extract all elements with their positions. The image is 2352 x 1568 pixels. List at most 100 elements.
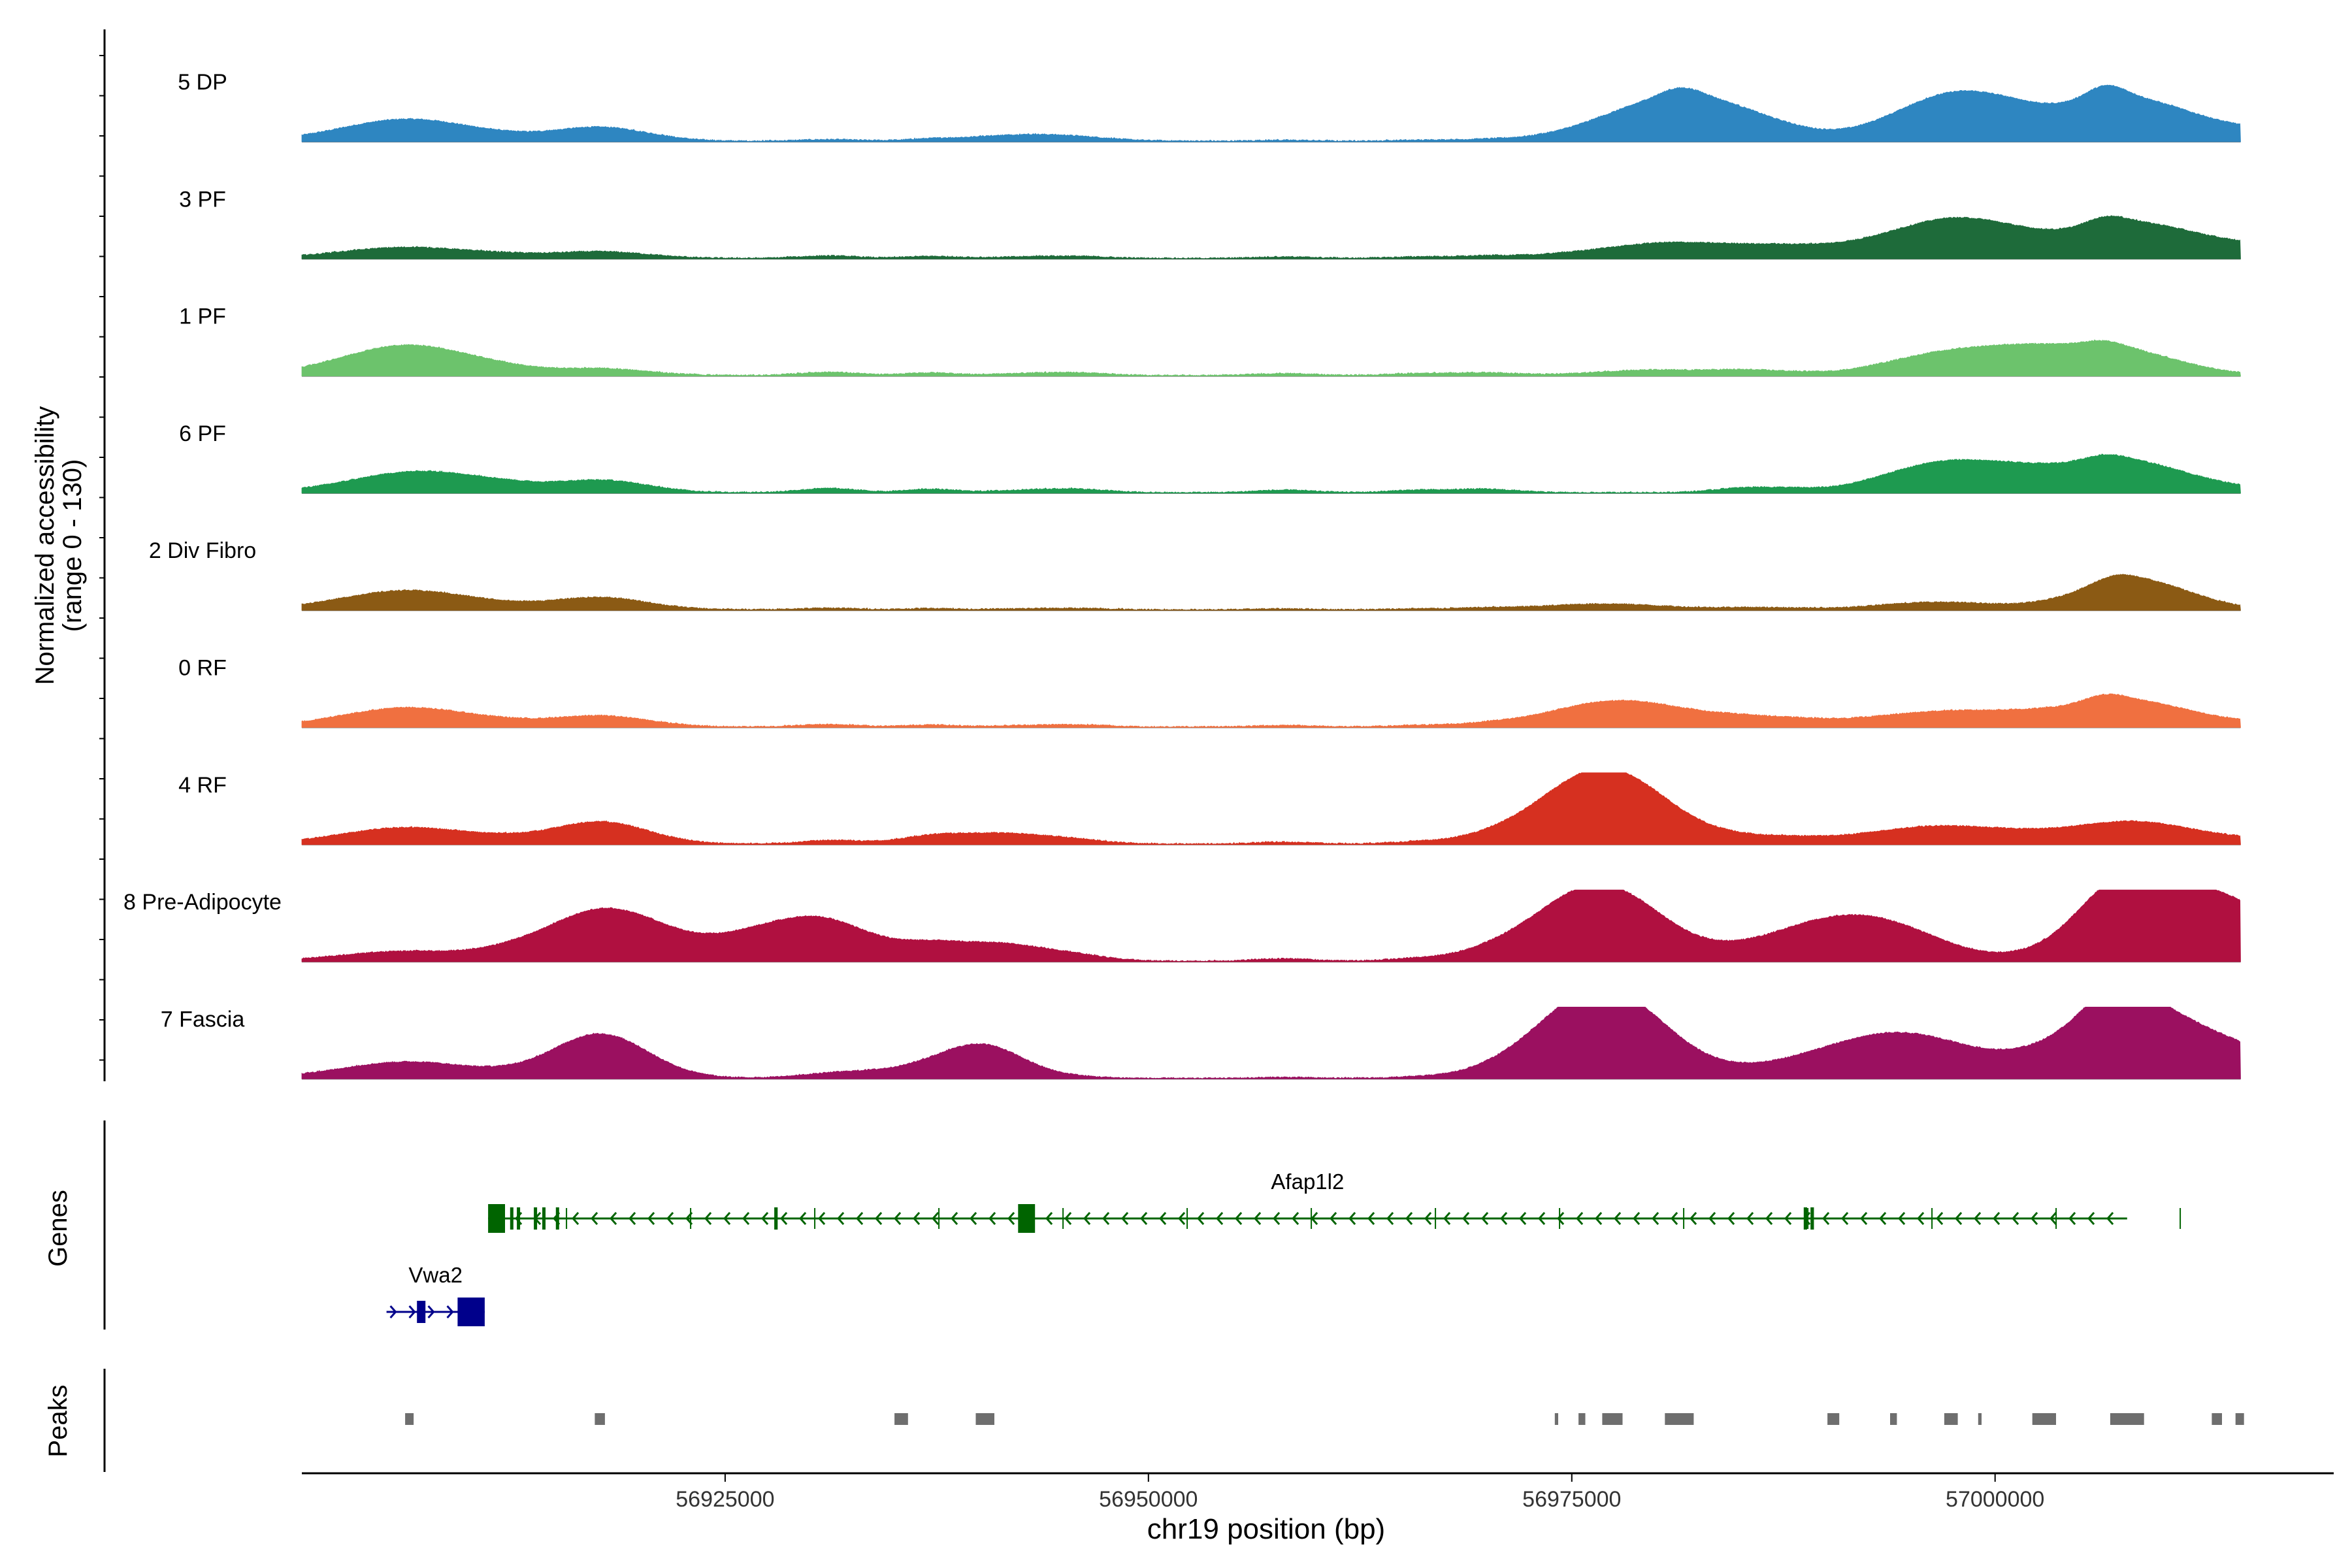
strand-arrow bbox=[1917, 1212, 1925, 1225]
strand-arrow bbox=[1671, 1212, 1678, 1225]
strand-arrow bbox=[2012, 1212, 2019, 1225]
x-axis-title: chr19 position (bp) bbox=[1147, 1513, 1385, 1545]
strand-arrow bbox=[1121, 1212, 1129, 1225]
strand-arrow bbox=[1860, 1212, 1868, 1225]
track-label: 1 PF bbox=[179, 304, 226, 329]
strand-arrow bbox=[1500, 1212, 1508, 1225]
strand-arrow bbox=[1292, 1212, 1299, 1225]
signal-area bbox=[301, 889, 2241, 962]
peak-region bbox=[1978, 1413, 1982, 1425]
strand-arrow bbox=[875, 1212, 883, 1225]
strand-arrow bbox=[1348, 1212, 1356, 1225]
signal-area bbox=[301, 574, 2241, 611]
strand-arrow bbox=[2106, 1212, 2114, 1225]
strand-arrow bbox=[1178, 1212, 1186, 1225]
strand-arrow bbox=[1652, 1212, 1659, 1225]
strand-arrow bbox=[1822, 1212, 1830, 1225]
strand-arrow bbox=[837, 1212, 845, 1225]
exon bbox=[488, 1204, 505, 1233]
strand-arrow bbox=[1614, 1212, 1622, 1225]
peak-region bbox=[975, 1413, 994, 1425]
strand-arrow bbox=[1519, 1212, 1527, 1225]
strand-arrow bbox=[1424, 1212, 1432, 1225]
strand-arrow bbox=[1367, 1212, 1375, 1225]
gene-afap1l2: Afap1l2 bbox=[488, 1169, 2181, 1233]
peak-region bbox=[405, 1413, 414, 1425]
peak-region bbox=[1602, 1413, 1623, 1425]
strand-arrow bbox=[1936, 1212, 1944, 1225]
track-label: 5 DP bbox=[178, 70, 227, 95]
strand-arrow bbox=[2031, 1212, 2038, 1225]
strand-arrow bbox=[1576, 1212, 1584, 1225]
exon bbox=[534, 1207, 538, 1230]
exon bbox=[1810, 1207, 1814, 1230]
strand-arrow bbox=[856, 1212, 864, 1225]
peak-region bbox=[894, 1413, 908, 1425]
strand-arrow bbox=[1481, 1212, 1489, 1225]
strand-arrow bbox=[1993, 1212, 2001, 1225]
strand-arrow bbox=[2068, 1212, 2076, 1225]
strand-arrow bbox=[647, 1212, 655, 1225]
strand-arrow bbox=[742, 1212, 750, 1225]
signal-area bbox=[301, 84, 2241, 142]
track-3-pf: 3 PF bbox=[179, 187, 2241, 260]
signal-area bbox=[301, 215, 2241, 259]
peak-region bbox=[595, 1413, 605, 1425]
track-label: 4 RF bbox=[178, 773, 227, 798]
strand-arrow bbox=[799, 1212, 807, 1225]
strand-arrow bbox=[1102, 1212, 1110, 1225]
x-tick-label: 56975000 bbox=[1522, 1487, 1621, 1512]
track-label: 0 RF bbox=[178, 656, 227, 681]
signal-area bbox=[301, 453, 2241, 494]
strand-arrow bbox=[1633, 1212, 1641, 1225]
coverage-y-axis-ticks bbox=[99, 55, 105, 1061]
coverage-tracks: 5 DP 3 PF 1 PF 6 PF 2 Div Fibro 0 RF 4 RF 8 Pre… bbox=[123, 70, 2241, 1080]
strand-arrow bbox=[1273, 1212, 1281, 1225]
exon bbox=[517, 1207, 521, 1230]
y-axis-title-line1: Normalized accessibility bbox=[31, 406, 59, 685]
strand-arrow bbox=[704, 1212, 712, 1225]
strand-arrow bbox=[818, 1212, 826, 1225]
strand-arrow bbox=[988, 1212, 996, 1225]
track-0-rf: 0 RF bbox=[178, 656, 2241, 728]
strand-arrow bbox=[1443, 1212, 1451, 1225]
peak-region bbox=[1665, 1413, 1694, 1425]
strand-arrow bbox=[1955, 1212, 1963, 1225]
strand-arrow bbox=[2050, 1212, 2057, 1225]
track-1-pf: 1 PF bbox=[179, 304, 2241, 377]
x-tick-label: 56925000 bbox=[676, 1487, 774, 1512]
track-label: 2 Div Fibro bbox=[149, 538, 256, 563]
strand-arrow bbox=[572, 1212, 580, 1225]
strand-arrow bbox=[446, 1305, 454, 1318]
gene-label: Afap1l2 bbox=[1271, 1169, 1344, 1194]
track-label: 7 Fascia bbox=[161, 1007, 245, 1032]
strand-arrow bbox=[1690, 1212, 1697, 1225]
strand-arrow bbox=[629, 1212, 636, 1225]
strand-arrow bbox=[1557, 1212, 1565, 1225]
strand-arrow bbox=[1330, 1212, 1337, 1225]
track-label: 6 PF bbox=[179, 421, 226, 446]
peak-region bbox=[2235, 1413, 2244, 1425]
strand-arrow bbox=[894, 1212, 902, 1225]
strand-arrow bbox=[1708, 1212, 1716, 1225]
peak-region bbox=[1578, 1413, 1586, 1425]
strand-arrow bbox=[780, 1212, 788, 1225]
x-axis-ticks: 56925000 56950000 56975000 57000000 bbox=[676, 1473, 2044, 1512]
strand-arrow bbox=[1879, 1212, 1887, 1225]
strand-arrow bbox=[723, 1212, 731, 1225]
gene-annotation: Afap1l2 Vwa2 bbox=[386, 1169, 2181, 1326]
track-2-div-fibro: 2 Div Fibro bbox=[149, 538, 2241, 612]
strand-arrow bbox=[1216, 1212, 1224, 1225]
strand-arrow bbox=[1898, 1212, 1906, 1225]
exon bbox=[417, 1301, 426, 1323]
track-label: 3 PF bbox=[179, 187, 226, 212]
strand-arrow bbox=[1538, 1212, 1546, 1225]
strand-arrow bbox=[1841, 1212, 1849, 1225]
peak-region bbox=[1827, 1413, 1840, 1425]
track-4-rf: 4 RF bbox=[178, 772, 2241, 845]
strand-arrow bbox=[1974, 1212, 1982, 1225]
strand-arrow bbox=[2087, 1212, 2095, 1225]
strand-arrow bbox=[913, 1212, 921, 1225]
exon bbox=[457, 1298, 485, 1326]
